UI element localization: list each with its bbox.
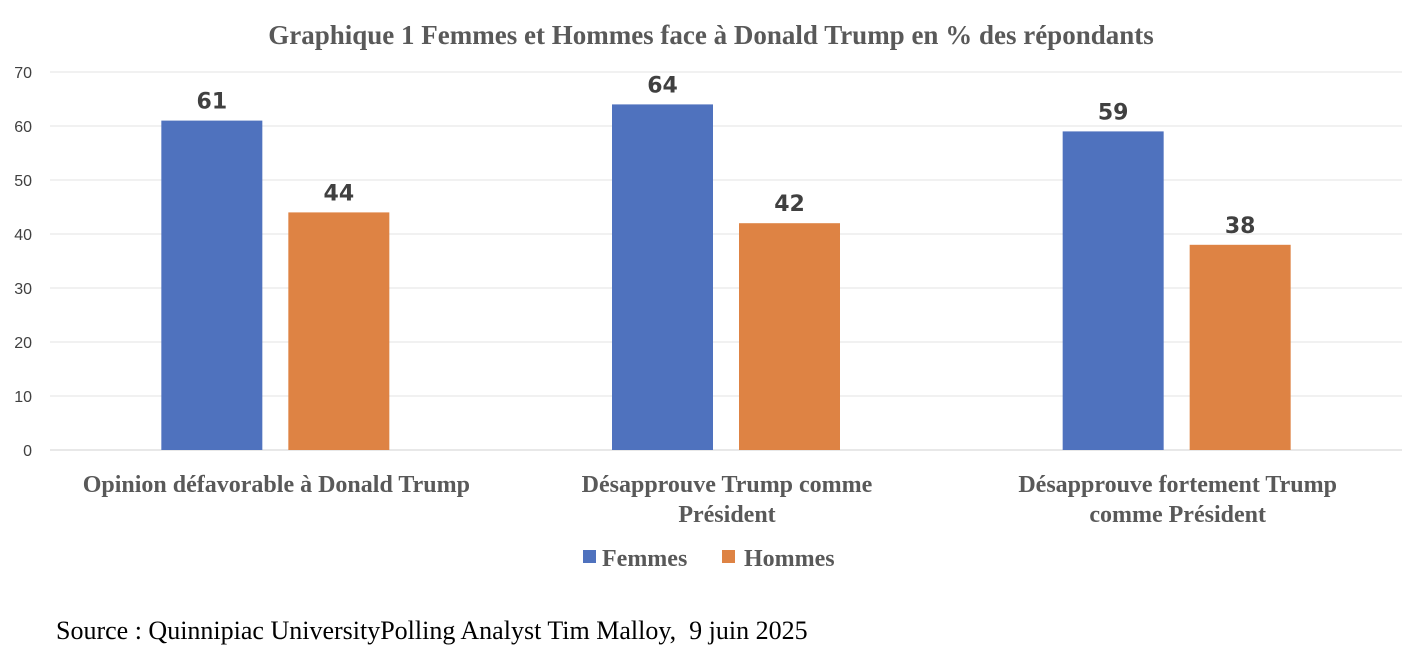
source-note: Source : Quinnipiac UniversityPolling An…	[56, 616, 808, 645]
data-label: 42	[774, 192, 805, 217]
legend-swatch-femmes	[583, 550, 596, 563]
chart-title: Graphique 1 Femmes et Hommes face à Dona…	[268, 20, 1154, 50]
bars	[161, 104, 1291, 451]
x-axis-categories: Opinion défavorable à Donald Trump Désapp…	[83, 472, 1337, 528]
x-category-label: Désapprouve Trump comme	[582, 472, 873, 498]
bar-hommes-1	[288, 212, 390, 450]
x-category-label: Opinion défavorable à Donald Trump	[83, 472, 470, 498]
data-labels: 61 44 64 42 59 38	[197, 73, 1256, 238]
data-label: 59	[1098, 100, 1129, 125]
bar-hommes-3	[1189, 244, 1291, 450]
x-category-label: Président	[678, 502, 775, 528]
data-label: 61	[197, 90, 228, 115]
data-label: 44	[324, 181, 355, 206]
y-tick-label: 70	[14, 65, 32, 82]
bar-hommes-2	[739, 223, 840, 450]
x-category-label: Désapprouve fortement Trump	[1018, 472, 1337, 498]
y-tick-label: 40	[14, 227, 32, 244]
y-axis-ticks: 0 10 20 30 40 50 60 70	[14, 65, 32, 460]
legend-label-hommes: Hommes	[744, 546, 835, 572]
y-tick-label: 50	[14, 173, 32, 190]
legend: Femmes Hommes	[583, 546, 835, 572]
legend-swatch-hommes	[722, 550, 735, 563]
legend-label-femmes: Femmes	[602, 546, 687, 572]
data-label: 64	[647, 73, 678, 98]
x-category-label: comme Président	[1089, 502, 1266, 528]
bar-femmes-1	[161, 120, 263, 450]
bar-chart: Graphique 1 Femmes et Hommes face à Dona…	[14, 20, 1402, 572]
y-tick-label: 0	[23, 443, 32, 460]
bar-femmes-2	[612, 104, 713, 451]
y-tick-label: 60	[14, 119, 32, 136]
data-label: 38	[1225, 214, 1256, 239]
y-tick-label: 10	[14, 389, 32, 406]
y-tick-label: 30	[14, 281, 32, 298]
grid	[50, 71, 1402, 451]
y-tick-label: 20	[14, 335, 32, 352]
bar-femmes-3	[1062, 131, 1164, 450]
